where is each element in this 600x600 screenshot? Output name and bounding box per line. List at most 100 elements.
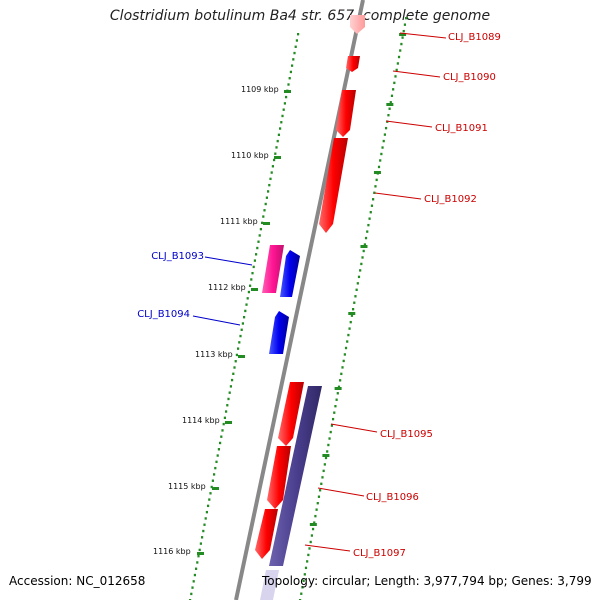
left-track-dot bbox=[270, 171, 273, 174]
left-track-dot bbox=[217, 448, 220, 451]
left-track-dot bbox=[193, 573, 196, 577]
gene-clj-b1089[interactable] bbox=[350, 15, 365, 34]
gene-clj-b1093-pink[interactable] bbox=[262, 245, 284, 293]
right-track-dot bbox=[340, 372, 343, 376]
left-track-dot bbox=[232, 372, 235, 375]
left-track-dot bbox=[250, 278, 253, 281]
right-track-dot bbox=[394, 75, 397, 78]
right-track-dot bbox=[367, 223, 370, 227]
left-track-dot bbox=[231, 378, 234, 382]
gene-label[interactable]: CLJ_B1092 bbox=[424, 194, 477, 205]
left-track-dot bbox=[203, 523, 206, 526]
gene-clj-b1096[interactable] bbox=[267, 446, 291, 509]
right-major-tick bbox=[373, 171, 381, 174]
gene-purple-segment[interactable] bbox=[269, 386, 322, 566]
right-major-tick bbox=[399, 33, 407, 36]
right-major-tick bbox=[386, 103, 394, 106]
gene-clj-b1097[interactable] bbox=[255, 509, 278, 559]
right-track-dot bbox=[396, 62, 399, 65]
right-track-dot bbox=[390, 94, 394, 97]
left-track-dot bbox=[204, 517, 207, 520]
left-track-dot bbox=[245, 303, 248, 306]
gene-label[interactable]: CLJ_B1095 bbox=[380, 429, 433, 440]
right-track-dot bbox=[348, 327, 351, 330]
right-track-dot bbox=[356, 282, 359, 285]
gene-clj-b1092[interactable] bbox=[319, 138, 348, 233]
right-track-dot bbox=[314, 514, 317, 518]
left-track-dot bbox=[208, 498, 211, 501]
right-track-dot bbox=[380, 152, 383, 156]
right-track-dot bbox=[387, 114, 390, 117]
left-track-dot bbox=[223, 416, 226, 420]
gene-label[interactable]: CLJ_B1093 bbox=[151, 251, 204, 262]
right-track-dot bbox=[320, 482, 323, 485]
left-track-dot bbox=[264, 202, 267, 206]
left-track-dot bbox=[292, 58, 295, 61]
gene-clj-b1090[interactable] bbox=[346, 56, 360, 72]
left-track-dot bbox=[195, 567, 198, 570]
left-track-dot bbox=[294, 45, 297, 48]
right-track-dot bbox=[405, 17, 408, 20]
gene-label[interactable]: CLJ_B1089 bbox=[448, 32, 501, 43]
left-track-dot bbox=[244, 309, 247, 313]
right-track-dot bbox=[389, 101, 392, 104]
left-track-dot bbox=[214, 466, 217, 470]
left-track-dot bbox=[225, 410, 228, 413]
right-major-tick bbox=[309, 523, 317, 526]
right-track-dot bbox=[329, 430, 332, 434]
left-track-dot bbox=[276, 139, 279, 143]
gene-leader-line bbox=[204, 256, 253, 266]
right-track-dot bbox=[383, 133, 386, 136]
kbp-label: 1116 kbp bbox=[153, 547, 191, 556]
left-track-dot bbox=[285, 95, 288, 99]
kbp-label: 1115 kbp bbox=[168, 482, 206, 491]
right-track-dot bbox=[344, 346, 348, 350]
right-track-dot bbox=[377, 165, 381, 169]
left-track-dot bbox=[222, 422, 225, 426]
gene-clj-b1094[interactable] bbox=[269, 311, 289, 354]
left-track-dot bbox=[235, 353, 238, 357]
right-track-dot bbox=[381, 146, 384, 149]
kbp-labels: 1109 kbp 1110 kbp 1111 kbp 1112 kbp 1113 kbp… bbox=[153, 85, 279, 556]
right-track-dot bbox=[374, 185, 377, 188]
left-track-dot bbox=[262, 215, 265, 218]
left-track-dot bbox=[241, 322, 244, 325]
right-track-dot bbox=[304, 566, 308, 570]
gene-label[interactable]: CLJ_B1091 bbox=[435, 123, 488, 134]
gene-label[interactable]: CLJ_B1094 bbox=[137, 309, 190, 320]
right-track-dot bbox=[334, 405, 337, 408]
gene-leader-line bbox=[392, 70, 441, 78]
gene-clj-b1091[interactable] bbox=[336, 90, 356, 137]
left-track-dot bbox=[205, 510, 208, 514]
right-track-dot bbox=[361, 256, 364, 259]
left-track-dot bbox=[277, 133, 280, 137]
right-track-dot bbox=[369, 211, 372, 214]
left-track-dot bbox=[211, 479, 214, 482]
right-track-dot bbox=[392, 88, 395, 91]
right-track-dot bbox=[400, 42, 403, 46]
left-track-dot bbox=[252, 265, 255, 269]
left-track-dot bbox=[259, 227, 262, 231]
gene-clj-b1095[interactable] bbox=[278, 382, 304, 446]
gene-label[interactable]: CLJ_B1097 bbox=[353, 548, 406, 559]
kbp-label: 1109 kbp bbox=[241, 85, 279, 94]
left-track-dot bbox=[283, 102, 286, 105]
gene-leader-line bbox=[385, 120, 433, 128]
right-track-dot bbox=[357, 275, 361, 279]
left-track-dot bbox=[196, 561, 199, 564]
accession-text: Accession: NC_012658 bbox=[9, 574, 146, 588]
left-track-dot bbox=[289, 70, 292, 74]
right-major-tick bbox=[360, 245, 368, 248]
gene-label[interactable]: CLJ_B1090 bbox=[443, 72, 496, 83]
right-track-dot bbox=[366, 230, 369, 233]
right-track-dot bbox=[331, 417, 335, 421]
right-track-dot bbox=[301, 586, 304, 589]
right-track-dot bbox=[336, 392, 339, 395]
right-track-dot bbox=[379, 159, 382, 162]
gene-clj-b1093[interactable] bbox=[280, 250, 300, 297]
gene-label[interactable]: CLJ_B1096 bbox=[366, 492, 419, 503]
right-track-dot bbox=[341, 366, 344, 369]
right-track-dot bbox=[313, 521, 316, 524]
